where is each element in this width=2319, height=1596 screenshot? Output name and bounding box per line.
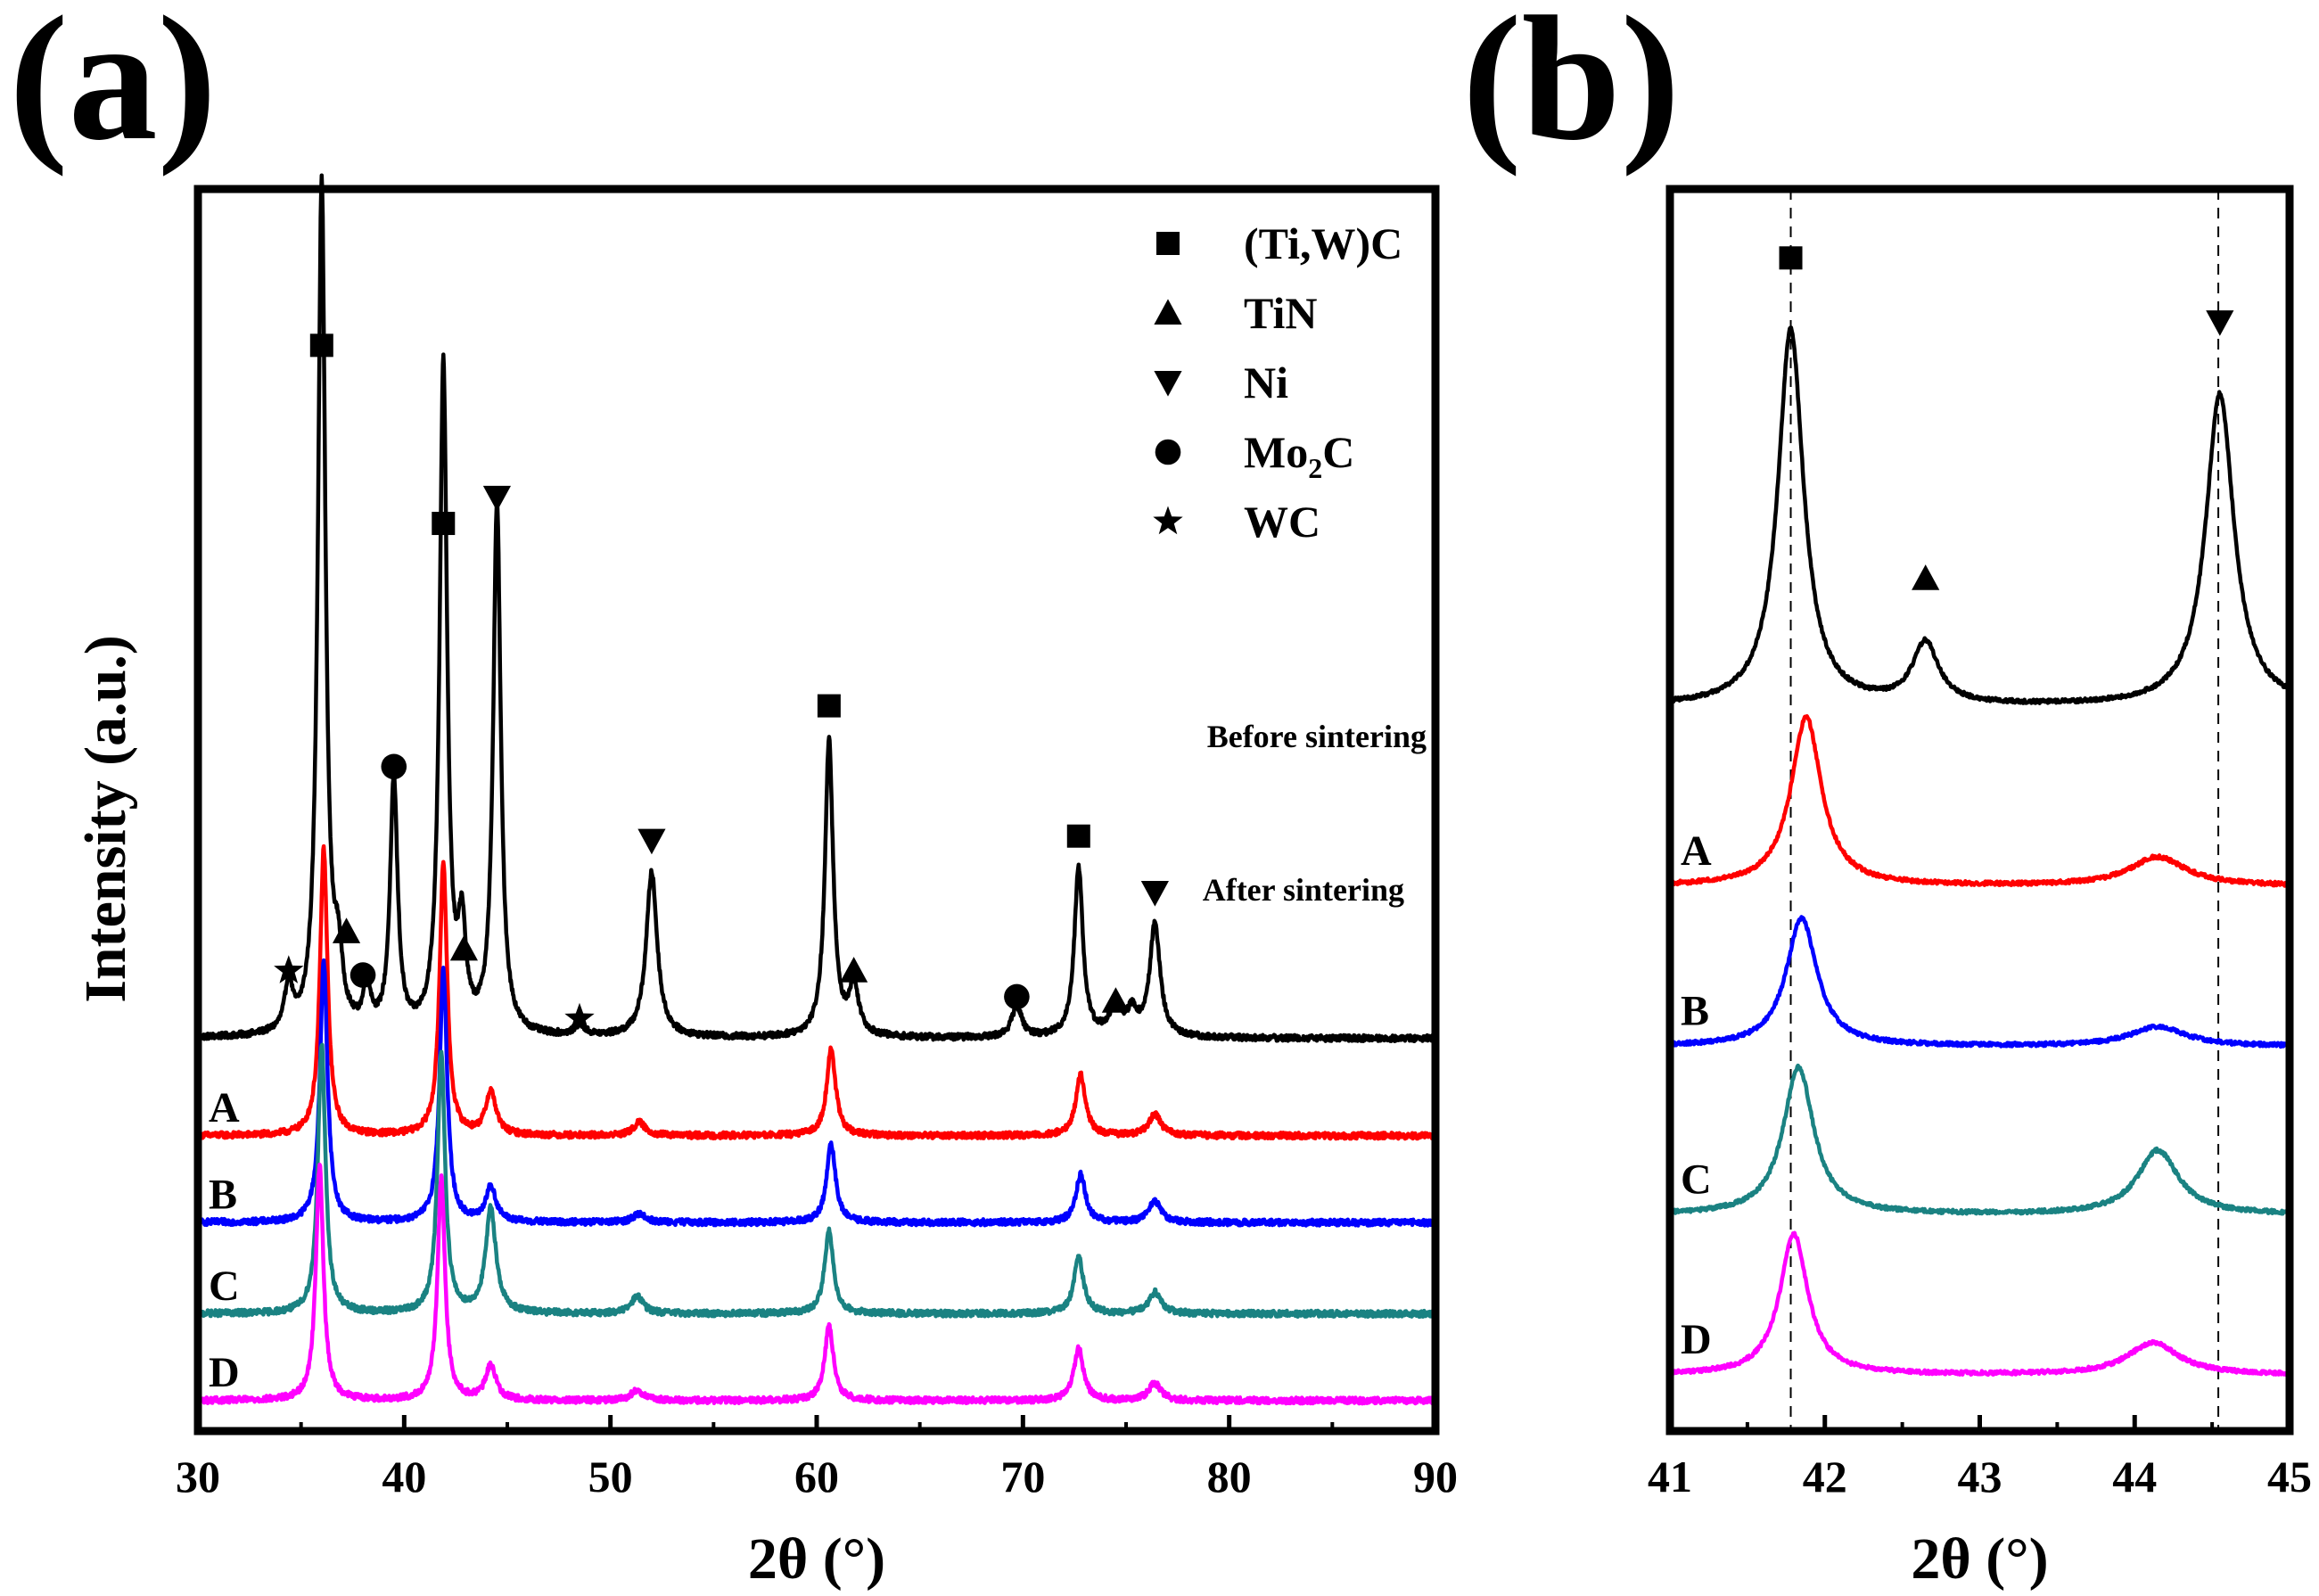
panel-b-marker-triangle-up-1 xyxy=(1912,564,1940,590)
panel-a-marker-star-15 xyxy=(564,1002,595,1032)
panel-b-trace-label-a: A xyxy=(1681,827,1712,875)
panel-a-marker-circle-13 xyxy=(1004,983,1030,1010)
panel-a-x-tick-label-80: 80 xyxy=(1207,1452,1252,1501)
panel-a-marker-triangle-up-7 xyxy=(1101,987,1131,1013)
panel-a-x-axis-title: 2θ (°) xyxy=(748,1526,885,1592)
triangle-down-marker-icon xyxy=(1154,371,1182,397)
panel-a-marker-triangle-down-10 xyxy=(1140,881,1169,907)
panel-b-series-b xyxy=(1668,915,2291,1049)
before-sintering-note: Before sintering xyxy=(1207,719,1427,754)
square-marker-icon xyxy=(1156,232,1180,255)
panel-b-x-tick-label-42: 42 xyxy=(1803,1452,1847,1501)
after-sintering-note: After sintering xyxy=(1203,872,1404,908)
panel-a-series-d xyxy=(195,1162,1438,1406)
panel-b-plot-frame xyxy=(1665,185,2294,1436)
panel-a-x-tick-label-50: 50 xyxy=(588,1452,633,1501)
panel-b-series-d xyxy=(1668,1230,2292,1378)
panel-a-y-axis-title: Intensity (a.u.) xyxy=(73,635,138,1003)
panel-a-trace-label-a: A xyxy=(209,1084,240,1131)
panel-a-series-c xyxy=(195,1042,1438,1320)
panel-a-marker-triangle-up-6 xyxy=(840,957,868,983)
panel-a-marker-triangle-up-5 xyxy=(449,934,479,961)
panel-a-marker-circle-12 xyxy=(349,962,376,988)
panel-a-marker-triangle-up-4 xyxy=(332,917,361,943)
panel-a-series-before-sintering xyxy=(195,173,1438,1044)
panel-a-x-tick-label-60: 60 xyxy=(794,1452,839,1501)
legend-label-4: WC xyxy=(1244,497,1320,547)
panel-b-x-axis-title: 2θ (°) xyxy=(1911,1526,2048,1592)
legend-label-2: Ni xyxy=(1244,358,1288,407)
panel-b-chart: A B C D 41 42 43 44 45 2θ (°) xyxy=(1648,185,2312,1592)
legend-label-1: TiN xyxy=(1244,288,1317,338)
panel-b-trace-label-d: D xyxy=(1681,1316,1712,1363)
panel-b-marker-triangle-down-2 xyxy=(2206,310,2234,336)
panel-b-x-tick-label-45: 45 xyxy=(2267,1452,2312,1501)
panel-b-x-tick-label-43: 43 xyxy=(1958,1452,2002,1501)
panel-a-series-a xyxy=(195,843,1437,1141)
panel-a-x-tick-label-90: 90 xyxy=(1413,1452,1458,1501)
legend-label-3: Mo2C xyxy=(1244,427,1354,484)
panel-a-marker-square-0 xyxy=(309,333,333,358)
panel-b-letter: (b) xyxy=(1462,0,1680,177)
panel-a-marker-square-1 xyxy=(432,512,456,536)
panel-a-x-tick-label-70: 70 xyxy=(1000,1452,1045,1501)
panel-b-x-tick-label-44: 44 xyxy=(2112,1452,2157,1501)
panel-a-marker-star-14 xyxy=(274,955,304,983)
panel-a-x-tick-label-40: 40 xyxy=(382,1452,426,1501)
panel-b-marker-square-0 xyxy=(1779,246,1803,270)
panel-a-marker-square-2 xyxy=(817,694,841,718)
panel-a-marker-circle-11 xyxy=(381,753,407,780)
panel-a-letter: (a) xyxy=(9,0,217,177)
star-marker-icon xyxy=(1153,506,1183,535)
panel-b-trace-label-c: C xyxy=(1681,1156,1712,1203)
panel-b-series-c xyxy=(1668,1063,2291,1216)
panel-a-trace-label-d: D xyxy=(209,1349,240,1396)
panel-b-series-a xyxy=(1667,714,2291,888)
panel-b-x-tick-label-41: 41 xyxy=(1648,1452,1692,1501)
panel-a-series-b xyxy=(196,958,1438,1228)
triangle-up-marker-icon xyxy=(1154,299,1182,325)
legend-label-0: (Ti,W)C xyxy=(1244,218,1402,268)
panel-b-series-before-sintering xyxy=(1667,325,2292,705)
panel-b-trace-label-b: B xyxy=(1681,988,1709,1035)
panel-a-trace-label-c: C xyxy=(209,1263,240,1310)
panel-a-x-tick-label-30: 30 xyxy=(176,1452,220,1501)
panel-a-trace-label-b: B xyxy=(209,1171,237,1218)
panel-a-marker-triangle-down-8 xyxy=(482,485,512,512)
panel-a-marker-square-3 xyxy=(1066,824,1090,848)
panel-a-marker-triangle-down-9 xyxy=(637,828,666,855)
circle-marker-icon xyxy=(1155,439,1181,465)
